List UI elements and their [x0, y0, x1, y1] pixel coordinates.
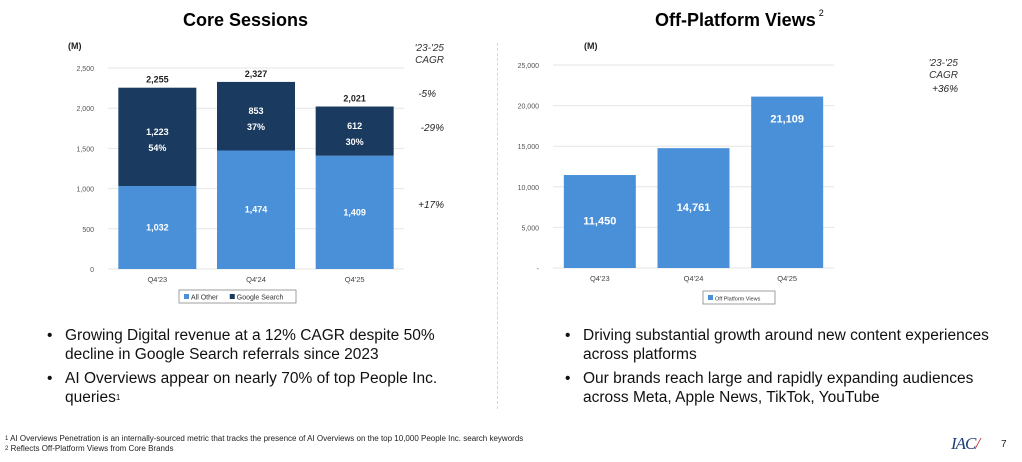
bar-google-search	[217, 81, 295, 151]
bar-share-label: 54%	[148, 143, 166, 153]
y-tick-label: 1,500	[76, 146, 94, 153]
cagr-header-label: CAGR	[929, 70, 958, 81]
bar-all-other	[217, 150, 295, 269]
bar-value-label: 11,450	[583, 216, 616, 228]
bullet-text: Growing Digital revenue at a 12% CAGR de…	[65, 327, 435, 363]
bar-total-label: 2,327	[245, 69, 268, 79]
title-footnote-marker: 2	[818, 8, 824, 18]
bar-off-platform-views	[657, 148, 730, 268]
footnote-1: 1 AI Overviews Penetration is an interna…	[5, 434, 523, 444]
bar-off-platform-views	[563, 175, 636, 268]
bar-google-search	[315, 106, 394, 156]
footnote-marker: 1	[115, 393, 121, 402]
legend-label: All Other	[191, 295, 219, 302]
footnotes: 1 AI Overviews Penetration is an interna…	[5, 434, 523, 454]
y-tick-label: 2,000	[76, 106, 94, 113]
bar-all-other	[315, 155, 394, 269]
off-platform-views-chart: - 5,000 10,000 15,000 20,000 25,000 11,450 Q4'2…	[518, 63, 834, 305]
bullet-text: Driving substantial growth around new co…	[583, 327, 989, 363]
legend-label: Off Platform Views	[715, 297, 761, 303]
x-tick-label: Q4'25	[345, 275, 365, 284]
page-number: 7	[1001, 439, 1007, 450]
bar-total-label: 2,021	[343, 94, 366, 104]
cagr-header-period: '23-'25	[928, 58, 958, 69]
x-tick-label: Q4'23	[147, 275, 167, 284]
bullet-dot-icon: •	[47, 370, 53, 387]
y-tick-label: -	[537, 266, 540, 273]
bullet-dot-icon: •	[565, 327, 571, 344]
bullet-text: Our brands reach large and rapidly expan…	[583, 370, 974, 406]
legend-swatch	[229, 294, 235, 299]
unit-label-right: (M)	[584, 41, 598, 51]
cagr-total-right: +36%	[932, 84, 958, 95]
right-bullets: • Driving substantial growth around new c…	[563, 326, 1003, 412]
bullet-item: • AI Overviews appear on nearly 70% of to…	[45, 369, 485, 407]
cagr-header-label: CAGR	[415, 55, 444, 66]
bullet-item: • Growing Digital revenue at a 12% CAGR d…	[45, 326, 485, 364]
bar-value-label: 1,032	[146, 223, 169, 233]
unit-label-left: (M)	[68, 41, 82, 51]
bar-total-label: 2,255	[146, 75, 169, 85]
footnote-num: 2	[5, 446, 9, 452]
bar-google-search	[118, 87, 197, 187]
bar-value-label: 612	[347, 121, 362, 131]
legend-swatch	[708, 295, 713, 300]
chart-title-core-sessions: Core Sessions	[183, 10, 309, 30]
y-tick-label: 15,000	[518, 144, 540, 151]
bar-all-other	[118, 186, 197, 269]
legend-label: Google Search	[237, 295, 284, 302]
iac-logo: IAC/	[951, 434, 980, 454]
chart-title-off-platform: Off-Platform Views 2	[655, 8, 824, 31]
x-tick-label: Q4'24	[246, 275, 266, 284]
bullet-dot-icon: •	[565, 370, 571, 387]
cagr-header-period: '23-'25	[414, 43, 444, 54]
y-tick-label: 0	[90, 267, 94, 274]
bullet-item: • Driving substantial growth around new c…	[563, 326, 1003, 364]
left-bullets: • Growing Digital revenue at a 12% CAGR d…	[45, 326, 485, 412]
core-sessions-chart: 0 500 1,000 1,500 2,000 2,500 1,032 1,223 54% 2,2…	[76, 66, 404, 304]
x-tick-label: Q4'23	[590, 274, 610, 283]
bar-value-label: 1,409	[343, 207, 366, 217]
footnote-2: 2 Reflects Off-Platform Views from Core …	[5, 444, 523, 454]
cagr-header-right: '23-'25 CAGR	[920, 58, 958, 82]
y-tick-label: 5,000	[521, 225, 539, 232]
bar-off-platform-views	[751, 96, 824, 269]
bar-value-label: 14,761	[677, 202, 711, 214]
chart-title-text: Off-Platform Views	[655, 10, 816, 30]
x-tick-label: Q4'25	[777, 274, 797, 283]
footnote-num: 1	[5, 436, 9, 442]
bar-value-label: 21,109	[770, 114, 804, 126]
legend-box	[702, 290, 776, 305]
x-tick-label: Q4'24	[684, 274, 704, 283]
footnote-text: AI Overviews Penetration is an internall…	[10, 434, 524, 443]
bar-value-label: 1,223	[146, 127, 169, 137]
cagr-total-left: -5%	[418, 89, 436, 100]
logo-text: IAC	[951, 434, 976, 453]
y-tick-label: 10,000	[518, 185, 540, 192]
bar-share-label: 30%	[346, 137, 364, 147]
bullet-text: AI Overviews appear on nearly 70% of top…	[65, 370, 438, 406]
bar-share-label: 37%	[247, 122, 265, 132]
bar-value-label: 1,474	[245, 205, 268, 215]
bar-value-label: 853	[248, 106, 263, 116]
section-divider	[497, 43, 498, 409]
footnote-text: Reflects Off-Platform Views from Core Br…	[10, 444, 174, 453]
y-tick-label: 500	[82, 227, 94, 234]
cagr-header-left: '23-'25 CAGR	[400, 43, 444, 67]
legend-box	[178, 289, 297, 304]
legend-swatch	[184, 294, 189, 299]
cagr-google-search: -29%	[420, 123, 444, 134]
y-tick-label: 1,000	[76, 187, 94, 194]
y-tick-label: 2,500	[76, 66, 94, 73]
bullet-item: • Our brands reach large and rapidly expa…	[563, 369, 1003, 407]
cagr-all-other: +17%	[418, 200, 444, 211]
y-tick-label: 25,000	[518, 63, 540, 70]
bullet-dot-icon: •	[47, 327, 53, 344]
logo-mark-icon: /	[975, 434, 980, 453]
y-tick-label: 20,000	[518, 104, 540, 111]
